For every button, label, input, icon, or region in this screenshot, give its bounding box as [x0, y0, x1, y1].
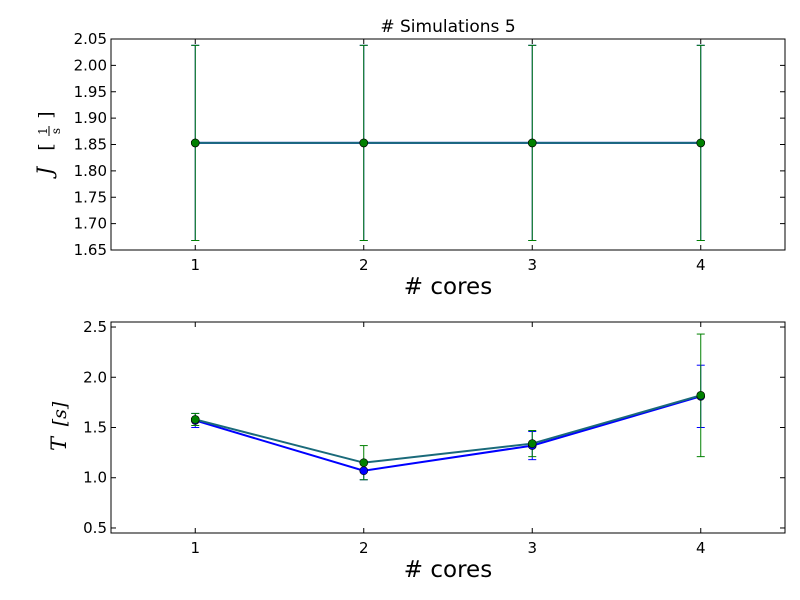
- bottom-x-axis-label: # cores: [404, 557, 492, 583]
- top-x-tick-label-1: 1: [190, 256, 200, 274]
- top-y-tick-label-2.00: 2.00: [74, 56, 107, 74]
- top-series1-point-1: [190, 138, 200, 148]
- bottom-series1-point-4: [696, 391, 706, 400]
- bottom-x-tick-label-2: 2: [359, 539, 369, 557]
- top-y-tick-label-2.05: 2.05: [74, 30, 107, 48]
- top-y-unit-open: [: [35, 143, 57, 150]
- bottom-y-axis-label-group: T [s]: [47, 401, 71, 451]
- top-y-tick-label-1.75: 1.75: [74, 188, 107, 206]
- top-series1-point-2: [359, 138, 369, 148]
- top-y-tick-label-1.65: 1.65: [74, 241, 107, 259]
- bottom-y-tick-label-1.5: 1.5: [83, 419, 107, 437]
- top-plot-frame: [110, 38, 786, 251]
- top-subplot: # Simulations 5 1 2 3 4 1.65 1.70 1.75 1.80 1.85…: [33, 17, 786, 300]
- bottom-series1-point-2: [359, 458, 369, 467]
- bottom-y-unit: [s]: [49, 401, 71, 426]
- top-y-unit-numerator: 1: [36, 127, 50, 135]
- bottom-series1-point-3: [527, 439, 537, 448]
- bottom-y-axis-label: T: [47, 435, 71, 451]
- bottom-x-tick-label-3: 3: [527, 539, 537, 557]
- top-series1-point-3: [527, 138, 537, 148]
- bottom-x-tick-label-1: 1: [190, 539, 200, 557]
- bottom-plot-frame: [110, 321, 786, 534]
- bottom-series1-line: [195, 394, 702, 464]
- bottom-y-tick-label-2.0: 2.0: [83, 368, 107, 386]
- bottom-series0-point-2: [359, 466, 369, 476]
- top-x-tick-label-3: 3: [527, 256, 537, 274]
- bottom-x-tick-label-4: 4: [696, 539, 706, 557]
- top-x-tick-label-2: 2: [359, 256, 369, 274]
- top-y-unit-denominator: s: [49, 128, 63, 134]
- bottom-subplot: 1 2 3 4 0.5 1.0 1.5 2.0 2.5 # cores T [s]: [47, 318, 786, 583]
- bottom-series0-line: [194, 395, 702, 472]
- top-x-axis-label: # cores: [404, 274, 492, 300]
- bottom-series1-point-1: [190, 415, 200, 424]
- bottom-y-tick-label-2.5: 2.5: [83, 318, 107, 336]
- top-y-tick-label-1.80: 1.80: [74, 162, 107, 180]
- bottom-y-tick-label-1.0: 1.0: [83, 469, 107, 487]
- top-y-unit-close: ]: [35, 111, 57, 118]
- top-x-tick-label-4: 4: [696, 256, 706, 274]
- top-series1-point-4: [696, 138, 706, 148]
- top-y-tick-label-1.90: 1.90: [74, 109, 107, 127]
- top-y-tick-label-1.85: 1.85: [74, 136, 107, 154]
- top-y-tick-label-1.70: 1.70: [74, 215, 107, 233]
- top-y-axis-label-group: J [ 1 s ]: [33, 111, 63, 179]
- top-y-tick-label-1.95: 1.95: [74, 83, 107, 101]
- top-chart-title: # Simulations 5: [380, 17, 515, 37]
- bottom-y-tick-label-0.5: 0.5: [83, 519, 107, 537]
- top-y-axis-label: J: [33, 165, 57, 179]
